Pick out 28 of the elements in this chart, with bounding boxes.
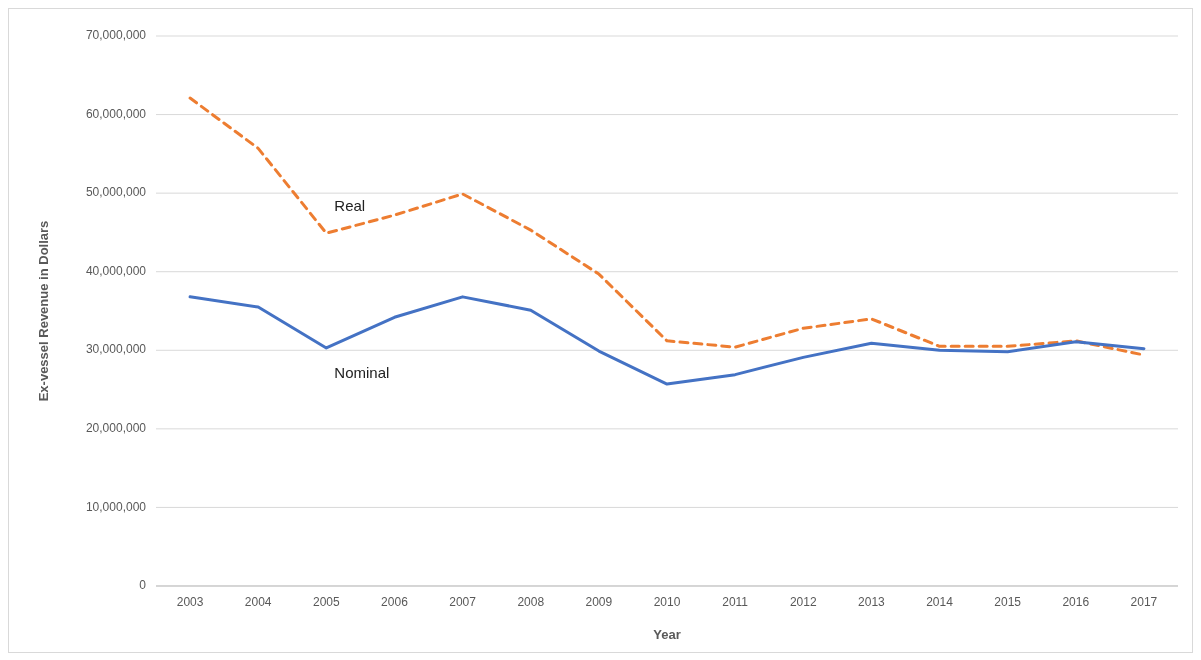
x-tick-label: 2016: [1062, 595, 1090, 609]
x-tick-label: 2013: [858, 595, 886, 609]
y-tick-label: 60,000,000: [85, 106, 147, 121]
y-tick-label: 70,000,000: [85, 28, 147, 43]
series-label: Nominal: [334, 363, 390, 381]
x-tick-label: 2014: [926, 595, 954, 609]
x-tick-label: 2009: [585, 595, 613, 609]
x-tick-label: 2017: [1130, 595, 1158, 609]
x-tick-label: 2007: [449, 595, 477, 609]
y-tick-label: 30,000,000: [85, 342, 147, 357]
y-tick-label: 50,000,000: [85, 185, 147, 200]
y-tick-label: 10,000,000: [85, 499, 147, 514]
series-label: Real: [334, 197, 366, 215]
line-series: [188, 295, 1146, 386]
x-tick-label: 2010: [653, 595, 681, 609]
y-tick-label: 40,000,000: [85, 263, 147, 278]
y-axis-title: Ex-vessel Revenue in Dollars: [36, 220, 51, 402]
x-tick-label: 2008: [517, 595, 545, 609]
y-tick-label: 20,000,000: [85, 421, 147, 436]
x-tick-label: 2006: [381, 595, 409, 609]
x-tick-label: 2011: [722, 595, 749, 609]
x-tick-label: 2015: [994, 595, 1022, 609]
x-tick-label: 2005: [312, 595, 340, 609]
x-axis-title: Year: [653, 627, 681, 642]
x-tick-label: 2003: [176, 595, 204, 609]
x-tick-label: 2012: [789, 595, 817, 609]
x-tick-label: 2004: [244, 595, 272, 609]
y-tick-label: 0: [139, 578, 147, 593]
